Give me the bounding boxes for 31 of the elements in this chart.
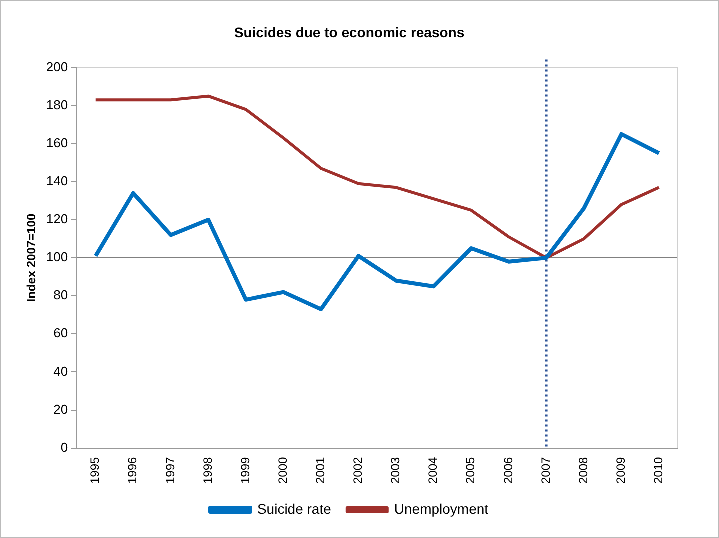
x-tick-label: 2006 bbox=[501, 456, 516, 484]
x-tick-label: 2000 bbox=[276, 456, 290, 484]
x-tick-label: 1999 bbox=[238, 456, 252, 484]
y-tick-label: 180 bbox=[46, 97, 68, 112]
x-tick-label: 1998 bbox=[200, 456, 215, 484]
legend-label: Unemployment bbox=[394, 500, 489, 517]
y-tick-label: 80 bbox=[54, 288, 68, 303]
legend-label: Suicide rate bbox=[257, 500, 332, 517]
x-tick-label: 2002 bbox=[351, 456, 366, 484]
y-tick-label: 200 bbox=[46, 59, 68, 74]
y-tick-label: 20 bbox=[54, 402, 68, 417]
chart-title: Suicides due to economic reasons bbox=[234, 24, 465, 40]
y-tick-label: 140 bbox=[46, 174, 68, 189]
y-tick-label: 40 bbox=[54, 364, 68, 379]
y-tick-label: 160 bbox=[46, 135, 68, 150]
x-tick-label: 2009 bbox=[614, 456, 628, 484]
x-tick-label: 1997 bbox=[163, 456, 178, 484]
x-tick-label: 1996 bbox=[126, 456, 140, 484]
y-tick-label: 0 bbox=[60, 440, 68, 455]
x-tick-label: 2004 bbox=[426, 456, 440, 484]
x-tick-label: 2005 bbox=[464, 456, 478, 484]
x-tick-label: 1995 bbox=[88, 456, 102, 484]
y-axis-title: Index 2007=100 bbox=[24, 214, 39, 302]
x-tick-label: 2003 bbox=[388, 456, 403, 484]
y-tick-label: 60 bbox=[54, 326, 68, 341]
x-tick-label: 2001 bbox=[314, 456, 328, 484]
x-tick-label: 2007 bbox=[538, 456, 553, 484]
y-tick-label: 100 bbox=[46, 250, 68, 265]
y-tick-label: 120 bbox=[46, 212, 68, 227]
x-tick-label: 2010 bbox=[652, 456, 666, 484]
x-tick-label: 2008 bbox=[576, 456, 590, 484]
